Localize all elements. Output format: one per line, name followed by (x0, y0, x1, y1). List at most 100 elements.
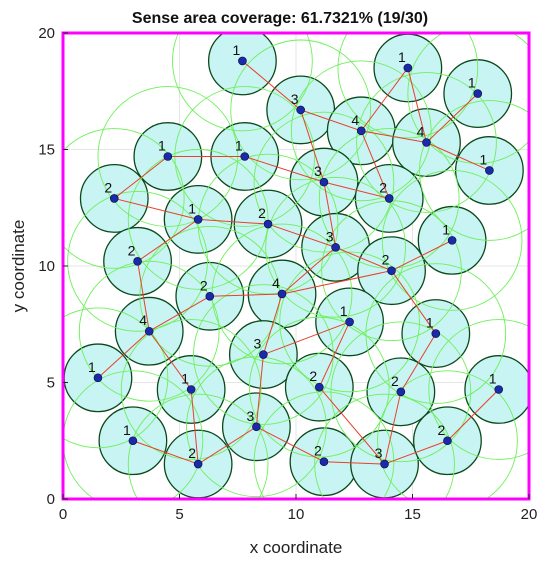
node-label-5: 4 (417, 124, 425, 140)
link-37 (256, 426, 325, 463)
comm-range-14 (265, 177, 406, 318)
comm-range-21 (78, 260, 220, 402)
node-label-6: 1 (158, 137, 166, 153)
link-33 (384, 391, 402, 465)
y-tick-label-0: 0 (47, 491, 55, 508)
comm-range-1 (337, 33, 479, 139)
sensor-node-13 (263, 219, 273, 229)
link-20 (137, 261, 150, 332)
x-tick-label-2: 10 (288, 506, 305, 523)
sensor-node-0 (238, 56, 247, 66)
link-41 (391, 270, 437, 334)
sensor-node-34 (443, 436, 452, 446)
link-40 (281, 246, 336, 295)
x-tick-label-4: 20 (521, 506, 538, 523)
link-29 (400, 333, 437, 393)
link-14 (114, 197, 199, 220)
link-23 (148, 295, 211, 332)
sensor-node-30 (252, 422, 261, 432)
sensor-node-21 (144, 326, 154, 336)
sensor-node-16 (133, 257, 142, 266)
sensor-node-11 (384, 194, 394, 203)
x-axis-label: x coordinate (250, 538, 343, 557)
link-11 (244, 156, 325, 183)
sensor-node-14 (331, 243, 340, 252)
sensor-node-1 (403, 63, 413, 73)
sensor-node-33 (380, 459, 389, 469)
comm-range-20 (279, 251, 420, 393)
comm-range-5 (356, 72, 497, 213)
sensor-node-20 (345, 317, 354, 327)
comm-range-15 (381, 170, 523, 311)
node-label-30: 3 (246, 408, 254, 424)
comm-range-25 (120, 319, 262, 460)
link-8 (426, 142, 490, 171)
link-3 (426, 93, 479, 143)
sensor-node-10 (109, 194, 119, 203)
node-label-26: 2 (309, 368, 317, 384)
sensor-node-2 (473, 89, 483, 98)
chart-title: Sense area coverage: 61.7321% (19/30) (132, 10, 428, 27)
sensor-node-9 (485, 166, 494, 175)
link-36 (197, 426, 257, 465)
x-tick-label-0: 0 (59, 506, 67, 523)
node-label-20: 1 (340, 303, 348, 319)
sensor-node-3 (296, 105, 305, 115)
link-26 (318, 321, 351, 388)
link-30 (255, 354, 264, 427)
comm-range-33 (314, 393, 455, 499)
sensor-node-7 (240, 152, 250, 161)
comm-range-2 (407, 33, 529, 164)
sensor-node-32 (319, 457, 329, 467)
node-label-32: 2 (314, 443, 322, 459)
comm-range-29 (63, 370, 204, 499)
link-21 (281, 270, 392, 295)
link-38 (323, 461, 385, 465)
node-label-7: 1 (235, 137, 243, 153)
comm-range-3 (230, 39, 372, 181)
link-0 (242, 60, 301, 111)
y-tick-label-2: 10 (38, 258, 55, 275)
link-17 (267, 223, 336, 248)
comm-range-22 (365, 263, 507, 404)
sensor-node-17 (387, 266, 396, 275)
node-label-13: 2 (258, 205, 266, 221)
sensor-node-28 (494, 385, 504, 394)
link-16 (137, 218, 199, 262)
sensor-node-29 (128, 436, 138, 446)
sensor-node-31 (193, 459, 203, 469)
sensor-node-27 (396, 387, 406, 397)
y-tick-label-3: 15 (38, 142, 55, 159)
node-label-33: 3 (375, 445, 383, 461)
link-31 (190, 389, 199, 465)
comm-range-32 (253, 391, 395, 499)
comm-range-24 (63, 307, 169, 449)
link-15 (198, 218, 269, 225)
comm-range-10 (63, 128, 185, 269)
link-28 (148, 330, 192, 390)
link-7 (360, 130, 390, 199)
sensor-node-19 (277, 289, 287, 299)
y-axis-label: y coordinate (9, 220, 28, 313)
sensor-node-5 (422, 138, 431, 147)
comm-range-9 (419, 100, 529, 241)
comm-range-4 (290, 60, 432, 202)
node-label-14: 3 (326, 228, 334, 244)
sensor-node-26 (314, 382, 324, 392)
sensor-node-4 (356, 126, 366, 136)
link-2 (407, 67, 427, 143)
node-label-17: 2 (382, 252, 390, 268)
link-19 (391, 239, 453, 272)
plot-content: 1 1 1 3 4 4 1 1 3 1 2 2 1 2 3 1 2 2 2 4 1 4 1 3 1 1 2 2 1 1 3 2 2 3 2 (63, 33, 529, 499)
comm-range-30 (186, 356, 327, 498)
sensor-node-12 (193, 215, 203, 224)
node-label-31: 2 (188, 445, 196, 461)
link-32 (318, 386, 385, 465)
comm-range-28 (428, 319, 529, 460)
node-label-10: 2 (104, 179, 112, 195)
node-label-22: 1 (426, 315, 434, 331)
link-4 (300, 109, 362, 132)
comm-range-34 (377, 370, 518, 499)
